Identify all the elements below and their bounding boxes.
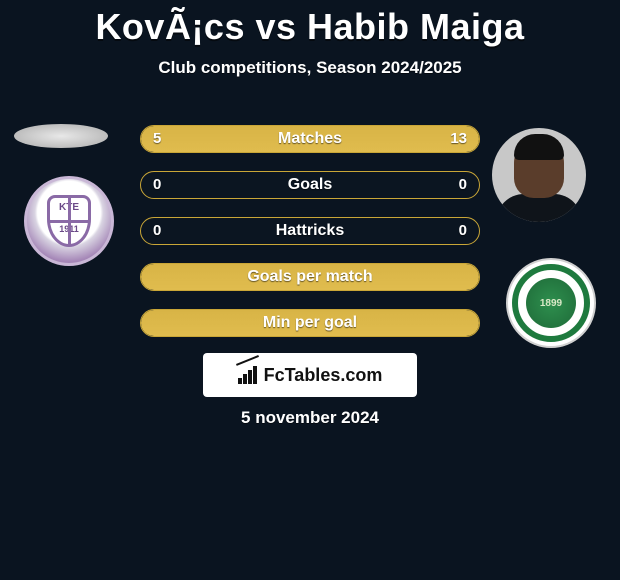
stat-bar: 5 Matches 13 <box>140 125 480 153</box>
stat-value-right: 0 <box>459 218 467 244</box>
brand-text: FcTables.com <box>264 365 383 386</box>
stat-bar: 0 Goals 0 <box>140 171 480 199</box>
stat-bar: Min per goal <box>140 309 480 337</box>
bars-chart-icon <box>238 366 260 384</box>
player-right-photo <box>492 128 586 222</box>
stat-label: Min per goal <box>141 310 479 336</box>
stat-bars: 5 Matches 13 0 Goals 0 0 Hattricks 0 Goa… <box>140 125 480 355</box>
stat-bar: Goals per match <box>140 263 480 291</box>
stat-value-right: 0 <box>459 172 467 198</box>
stat-label: Matches <box>141 126 479 152</box>
club-right-crest: 1899 <box>506 258 596 348</box>
comparison-card: KovÃ¡cs vs Habib Maiga Club competitions… <box>0 0 620 440</box>
brand-link[interactable]: FcTables.com <box>203 353 417 397</box>
page-title: KovÃ¡cs vs Habib Maiga <box>0 0 620 48</box>
subtitle: Club competitions, Season 2024/2025 <box>0 58 620 78</box>
club-left-year: 1911 <box>50 224 88 234</box>
club-left-code: KTE <box>50 202 88 213</box>
stat-value-right: 13 <box>450 126 467 152</box>
club-right-year: 1899 <box>540 298 562 309</box>
stat-label: Goals per match <box>141 264 479 290</box>
stat-bar: 0 Hattricks 0 <box>140 217 480 245</box>
stat-label: Hattricks <box>141 218 479 244</box>
player-left-photo <box>14 124 108 148</box>
date-text: 5 november 2024 <box>0 408 620 428</box>
club-left-crest: KTE 1911 <box>24 176 114 266</box>
stat-label: Goals <box>141 172 479 198</box>
